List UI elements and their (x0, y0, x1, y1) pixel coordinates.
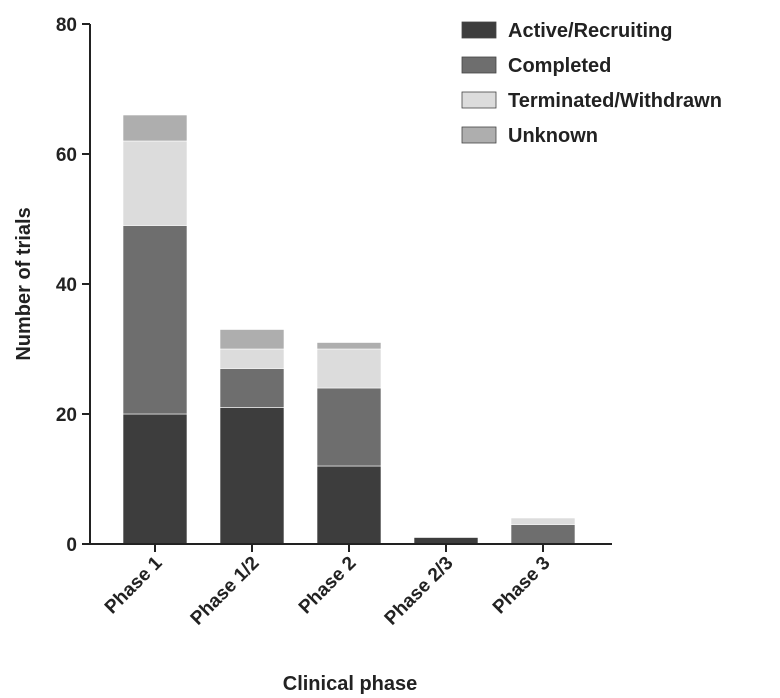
bar-segment-1-cat-3 (316, 465, 382, 545)
legend-swatch-4 (461, 126, 497, 144)
bar-segment-3-cat-5 (510, 517, 576, 525)
bar-segment-1-cat-2 (219, 407, 285, 545)
bar-segment-3-cat-2 (219, 348, 285, 369)
x-tick-label-1: Phase 1 (101, 552, 167, 618)
bar-segment-1-cat-1 (122, 413, 188, 545)
x-axis-title: Clinical phase (283, 673, 418, 695)
x-tick-label-3: Phase 2 (295, 553, 361, 619)
bar-segment-4-cat-2 (219, 329, 285, 350)
y-tick-label-2: 20 (56, 405, 77, 426)
y-axis-title: Number of trials (13, 207, 35, 360)
bar-segment-2-cat-1 (122, 225, 188, 415)
bar-segment-4-cat-1 (122, 114, 188, 142)
y-tick-label-3: 40 (56, 275, 77, 296)
bar-segment-3-cat-3 (316, 348, 382, 389)
y-tick-label-4: 60 (56, 145, 77, 166)
bar-segment-3-cat-1 (122, 140, 188, 226)
y-tick-label-5: 80 (56, 15, 77, 36)
legend-label-4: Unknown (508, 125, 598, 147)
bar-segment-2-cat-2 (219, 368, 285, 408)
bar-segment-2-cat-5 (510, 524, 576, 545)
bar-segment-2-cat-3 (316, 387, 382, 467)
x-tick-label-4: Phase 2/3 (381, 553, 458, 630)
x-tick-label-5: Phase 3 (489, 553, 555, 619)
legend-swatch-3 (461, 91, 497, 109)
legend-label-3: Terminated/Withdrawn (508, 90, 722, 112)
legend: Active/Recruiting Completed Terminated/Wit… (461, 20, 722, 147)
bars-group (122, 114, 576, 545)
legend-swatch-1 (461, 21, 497, 39)
y-ticks-group: 0 20 40 60 80 (56, 15, 90, 556)
legend-swatch-2 (461, 56, 497, 74)
x-tick-label-2: Phase 1/2 (187, 553, 264, 630)
x-ticks-group: Phase 1 Phase 1/2 Phase 2 Phase 2/3 Phase 3 (101, 544, 555, 630)
bar-segment-4-cat-3 (316, 342, 382, 350)
legend-label-2: Completed (508, 55, 611, 77)
y-tick-label-1: 0 (66, 535, 77, 556)
legend-label-1: Active/Recruiting (508, 20, 672, 42)
